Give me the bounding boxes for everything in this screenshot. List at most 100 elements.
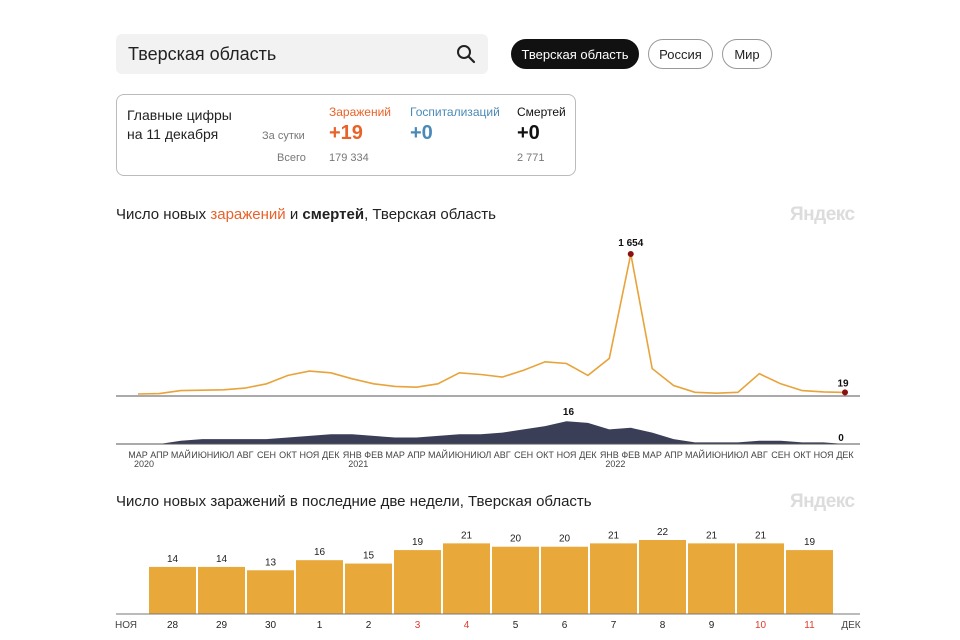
bar-category-label: 6: [562, 620, 568, 631]
bar: [639, 540, 686, 614]
bar: [345, 563, 392, 614]
bar-category-label: 9: [709, 620, 715, 631]
deaths-daily: +0: [517, 122, 540, 144]
chart1-x-tick: ДЕК: [836, 450, 854, 460]
chart1-x-tick: ФЕВ: [364, 450, 383, 460]
deaths-peak-label: 16: [563, 407, 575, 418]
search-input[interactable]: Тверская область: [128, 43, 277, 64]
bar-value-label: 19: [412, 537, 424, 548]
chart1-x-tick: АВГ: [237, 450, 254, 460]
bar-category-label: 3: [415, 620, 421, 631]
chart1-x-tick: МАЙ: [685, 449, 705, 460]
chart1-x-tick: ОКТ: [793, 450, 811, 460]
chart1-title-mid: и: [285, 206, 303, 223]
infections-header: Заражений: [329, 105, 392, 119]
chart2-month-end-label: ДЕК: [841, 620, 860, 631]
chip-region-tver[interactable]: Тверская область: [511, 39, 639, 69]
chip-region-world[interactable]: Мир: [722, 39, 772, 69]
bar: [247, 570, 294, 614]
infections-peak-label: 1 654: [618, 238, 643, 249]
bar: [149, 566, 196, 614]
chart1-x-tick: ИЮЛ: [727, 450, 748, 460]
chart1-x-tick: НОЯ: [557, 450, 577, 460]
bar: [443, 543, 490, 614]
main-figures-title: Главные цифры на 11 декабря: [127, 106, 267, 144]
bar-value-label: 19: [804, 537, 816, 548]
chart2-title: Число новых заражений в последние две не…: [116, 493, 592, 510]
chart1-x-tick: АПР: [407, 450, 425, 460]
bar: [737, 543, 784, 614]
infections-peak-marker: [627, 251, 634, 257]
chart1-x-tick: ИЮЛ: [213, 450, 234, 460]
chart1-x-tick: МАЙ: [171, 449, 191, 460]
chart1-x-tick: АВГ: [751, 450, 768, 460]
bar-value-label: 21: [608, 530, 620, 541]
chart1-title-post: , Тверская область: [364, 206, 496, 223]
bar: [492, 546, 539, 614]
bar: [541, 546, 588, 614]
chart1-year-label: 2020: [134, 459, 154, 469]
chart1-x-tick: ДЕК: [579, 450, 597, 460]
bar-category-label: 29: [216, 620, 228, 631]
chart1-x-tick: НОЯ: [299, 450, 319, 460]
bar-value-label: 21: [755, 530, 767, 541]
search-box[interactable]: Тверская область: [116, 34, 488, 74]
infections-daily: +19: [329, 122, 363, 144]
chart1-x-tick: АВГ: [494, 450, 511, 460]
chart1-x-tick: ДЕК: [322, 450, 340, 460]
bar: [590, 543, 637, 614]
bar-value-label: 14: [216, 554, 228, 565]
chart1-x-tick: ЯНВ: [343, 450, 362, 460]
chart1-x-tick: МАР: [128, 450, 148, 460]
chart1-x-tick: ОКТ: [279, 450, 297, 460]
bar-value-label: 22: [657, 527, 669, 538]
deaths-last-label: 0: [838, 433, 844, 444]
hospitalizations-daily: +0: [410, 122, 433, 144]
bar-value-label: 13: [265, 557, 277, 568]
chart1-x-tick: МАР: [642, 450, 662, 460]
bar-category-label: 28: [167, 620, 179, 631]
chart1-x-tick: НОЯ: [814, 450, 834, 460]
deaths-total: 2 771: [517, 152, 545, 164]
bar-category-label: 7: [611, 620, 617, 631]
chart1-x-tick: ЯНВ: [600, 450, 619, 460]
bar-value-label: 16: [314, 547, 326, 558]
chart1-x-tick: ФЕВ: [621, 450, 640, 460]
bar-category-label: 1: [317, 620, 323, 631]
chart1-x-tick: СЕН: [257, 450, 276, 460]
row-label-daily: За сутки: [262, 130, 305, 142]
chart1-title: Число новых заражений и смертей, Тверска…: [116, 206, 496, 223]
bar: [786, 550, 833, 614]
bar: [688, 543, 735, 614]
search-icon[interactable]: [456, 44, 476, 64]
chart1-x-tick: ИЮН: [705, 450, 727, 460]
bar: [394, 550, 441, 614]
infections-line: [137, 253, 846, 395]
bar-category-label: 11: [804, 620, 815, 631]
deaths-area: [138, 421, 845, 444]
chart1-x-tick: ИЮЛ: [470, 450, 491, 460]
chart1-title-deaths: смертей: [302, 206, 365, 223]
chart1-x-tick: ИЮН: [191, 450, 213, 460]
chart1-year-label: 2022: [605, 459, 625, 469]
bar-value-label: 20: [510, 534, 522, 545]
chip-region-russia[interactable]: Россия: [648, 39, 713, 69]
bar-category-label: 10: [755, 620, 767, 631]
yandex-watermark-chart2: Яндекс: [790, 491, 855, 512]
bar-category-label: 2: [366, 620, 372, 631]
chart1-x-tick: МАЙ: [428, 449, 448, 460]
chart1-year-label: 2021: [348, 459, 368, 469]
bar-value-label: 21: [461, 530, 473, 541]
row-label-total: Всего: [277, 152, 306, 164]
hospitalizations-header: Госпитализаций: [410, 105, 500, 119]
bar-value-label: 20: [559, 534, 571, 545]
bar-category-label: 5: [513, 620, 519, 631]
main-figures-title-line1: Главные цифры: [127, 107, 232, 123]
infections-last-marker: [842, 389, 848, 396]
chart1-x-tick: МАР: [385, 450, 405, 460]
chart1-x-tick: СЕН: [771, 450, 790, 460]
chart1-x-tick: АПР: [664, 450, 682, 460]
chart1-title-infections: заражений: [210, 206, 286, 223]
chart2-month-start-label: НОЯ: [115, 620, 137, 631]
